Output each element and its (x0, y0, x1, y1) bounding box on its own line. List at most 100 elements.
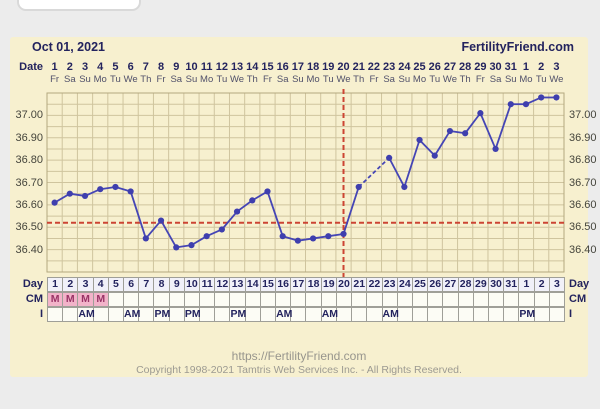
intercourse-row-cell-day-14 (246, 308, 261, 321)
date-header-day-17: 17 (291, 61, 305, 73)
cm-row-cell-day-15 (261, 293, 277, 306)
temp-segment (266, 191, 284, 237)
temp-point-day-4 (97, 186, 104, 193)
weekday-header-day-34: We (549, 74, 564, 85)
cm-row-cell-day-10 (185, 293, 201, 306)
temp-point-day-23 (386, 154, 393, 161)
weekday-header-day-3: Su (79, 74, 91, 85)
day-row-cell-day-32: 1 (519, 278, 535, 291)
temp-segment (145, 219, 162, 240)
date-header-day-3: 3 (81, 61, 89, 73)
intercourse-row-cell-day-8: PM (154, 308, 171, 321)
day-row-cell-day-4: 4 (94, 278, 109, 291)
day-row-cell-day-6: 6 (124, 278, 140, 291)
weekday-header-day-22: Fr (369, 74, 379, 85)
cm-row-label-right: CM (569, 293, 587, 305)
date-header-day-32: 1 (522, 61, 530, 73)
day-row-cell-day-18: 18 (307, 278, 322, 291)
date-header-day-30: 30 (489, 61, 502, 73)
weekday-header-day-20: We (336, 74, 351, 85)
day-row-cell-day-10: 10 (185, 278, 201, 291)
day-row-cell-day-16: 16 (276, 278, 292, 291)
temp-segment (54, 192, 71, 204)
intercourse-row-cell-day-28 (459, 308, 474, 321)
temp-point-day-30 (492, 145, 499, 153)
temp-point-day-34 (553, 94, 560, 101)
intercourse-row-cell-day-33 (535, 308, 550, 321)
temp-point-day-6 (127, 188, 134, 195)
plot-border (46, 92, 565, 273)
temp-point-day-12 (218, 226, 225, 233)
date-header-day-13: 13 (230, 61, 244, 73)
date-header-day-27: 27 (443, 61, 457, 73)
weekday-header-day-5: Tu (110, 74, 121, 85)
temp-point-day-31 (507, 101, 514, 108)
day-row-cell-day-33: 2 (535, 278, 550, 291)
y-axis-label-left: 36.80 (15, 154, 43, 167)
date-header-day-12: 12 (215, 61, 228, 73)
weekday-header-day-8: Fr (156, 74, 166, 85)
date-header-day-11: 11 (200, 61, 213, 73)
temp-segment (129, 191, 147, 239)
temp-segment (236, 199, 253, 213)
intercourse-row-cell-day-31 (504, 308, 520, 321)
temp-segment (100, 186, 116, 191)
temp-segment (418, 139, 436, 157)
temp-segment (464, 112, 482, 134)
cm-row-cell-day-29 (474, 293, 489, 306)
temp-segment (433, 130, 451, 157)
cm-row-cell-day-25 (413, 293, 429, 306)
day-row: 1 2 3 4 5 6 7 8 9 10 11 12 13 14 15 16 17 18 19 20 21 22 23 24 2… (47, 277, 565, 292)
temp-point-day-29 (477, 110, 484, 117)
temp-segment (160, 220, 178, 248)
day-row-cell-day-26: 26 (428, 278, 444, 291)
y-axis-label-right: 36.90 (569, 131, 597, 144)
temp-segment (282, 235, 299, 242)
day-row-cell-day-12: 12 (215, 278, 231, 291)
y-axis-label-right: 36.60 (569, 198, 597, 211)
browser-pill[interactable] (17, 0, 141, 11)
cm-row-cell-day-21 (352, 293, 368, 306)
day-row-cell-day-22: 22 (367, 278, 383, 291)
date-header-day-16: 16 (276, 61, 289, 73)
temp-point-day-20 (340, 230, 347, 238)
day-row-cell-day-17: 17 (291, 278, 307, 291)
intercourse-row-cell-day-20 (337, 308, 353, 321)
temp-point-day-11 (203, 233, 210, 240)
cm-row-cell-day-1: M (48, 293, 64, 306)
temp-point-day-5 (112, 183, 119, 191)
intercourse-row-cell-day-11 (200, 308, 216, 321)
temp-point-day-28 (462, 130, 469, 137)
cm-row-cell-day-8 (154, 293, 170, 306)
date-header-day-22: 22 (367, 61, 381, 73)
cm-row-cell-day-20 (337, 293, 353, 306)
temp-segment (388, 157, 406, 188)
day-row-cell-day-15: 15 (261, 278, 277, 291)
weekday-header-day-15: Fr (263, 74, 272, 85)
cm-row-cell-day-19 (322, 293, 337, 306)
date-header-day-6: 6 (127, 61, 134, 73)
temp-point-day-9 (173, 244, 180, 251)
day-row-cell-day-34: 3 (550, 278, 565, 291)
cm-row-cell-day-17 (291, 293, 307, 306)
y-axis-label-left: 36.60 (15, 198, 43, 211)
intercourse-row-cell-day-7 (139, 308, 155, 321)
day-row-cell-day-30: 30 (489, 278, 505, 291)
weekday-header-day-23: Sa (383, 74, 395, 85)
day-row-cell-day-28: 28 (459, 278, 474, 291)
day-row-label-left: Day (22, 278, 43, 290)
temp-segment (206, 228, 223, 238)
y-axis-label-left: 36.40 (15, 243, 43, 256)
temp-point-day-27 (446, 127, 454, 135)
y-axis-label-right: 36.80 (569, 154, 597, 167)
weekday-header-day-4: Mo (93, 74, 107, 85)
temp-segment (479, 112, 497, 150)
intercourse-row-cell-day-6: AM (124, 308, 141, 321)
temp-segment (297, 237, 314, 242)
date-header-day-31: 31 (504, 61, 517, 73)
temp-point-day-3 (81, 192, 89, 200)
temp-point-day-17 (294, 237, 301, 244)
weekday-header-day-1: Fr (50, 74, 60, 85)
